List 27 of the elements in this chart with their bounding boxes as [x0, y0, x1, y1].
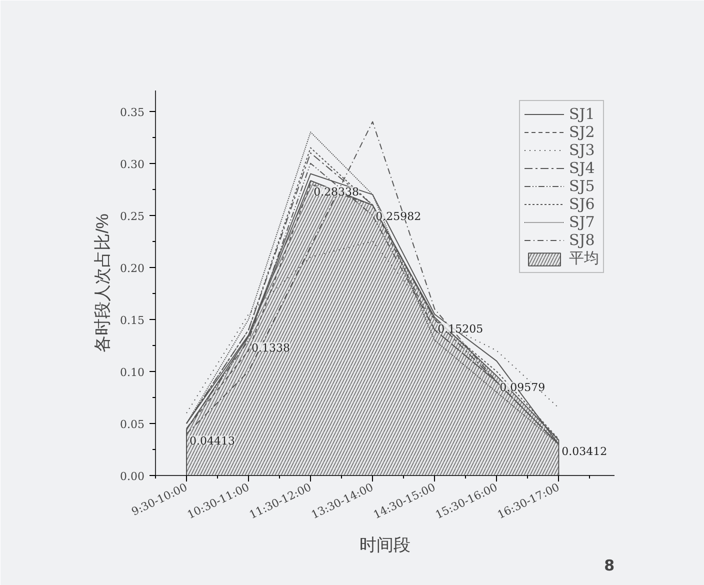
- y-tick-label: 0.00: [120, 470, 145, 483]
- legend-label: SJ6: [569, 195, 595, 213]
- legend-label: SJ4: [569, 159, 595, 177]
- y-tick-label: 0.35: [120, 106, 145, 119]
- y-axis-title: 各时段人次占比/%: [93, 214, 112, 352]
- text: 8: [604, 556, 614, 574]
- x-axis-title: 时间段: [360, 535, 410, 554]
- data-label: 0.03412: [562, 444, 608, 458]
- data-label: 0.09579: [500, 380, 546, 394]
- y-tick-label: 0.30: [120, 158, 145, 171]
- data-label: 0.28338: [314, 186, 360, 199]
- data-label: 0.15205: [438, 322, 484, 336]
- y-tick-label: 0.20: [120, 262, 145, 275]
- legend-label: SJ1: [569, 105, 595, 123]
- y-tick-label: 0.05: [120, 418, 145, 431]
- legend-label: SJ7: [569, 213, 595, 231]
- data-label: 0.04413: [190, 434, 236, 448]
- legend-label: SJ5: [569, 177, 595, 195]
- y-tick-label: 0.15: [120, 314, 145, 327]
- legend-label: SJ8: [569, 231, 595, 249]
- legend-label: SJ2: [569, 123, 595, 141]
- data-label: 0.1338: [252, 341, 290, 354]
- data-label: 0.25982: [376, 210, 422, 224]
- y-tick-label: 0.25: [120, 210, 145, 223]
- legend-label: SJ3: [569, 141, 595, 159]
- legend-label: 平均: [569, 249, 599, 268]
- y-tick-label: 0.10: [120, 366, 145, 379]
